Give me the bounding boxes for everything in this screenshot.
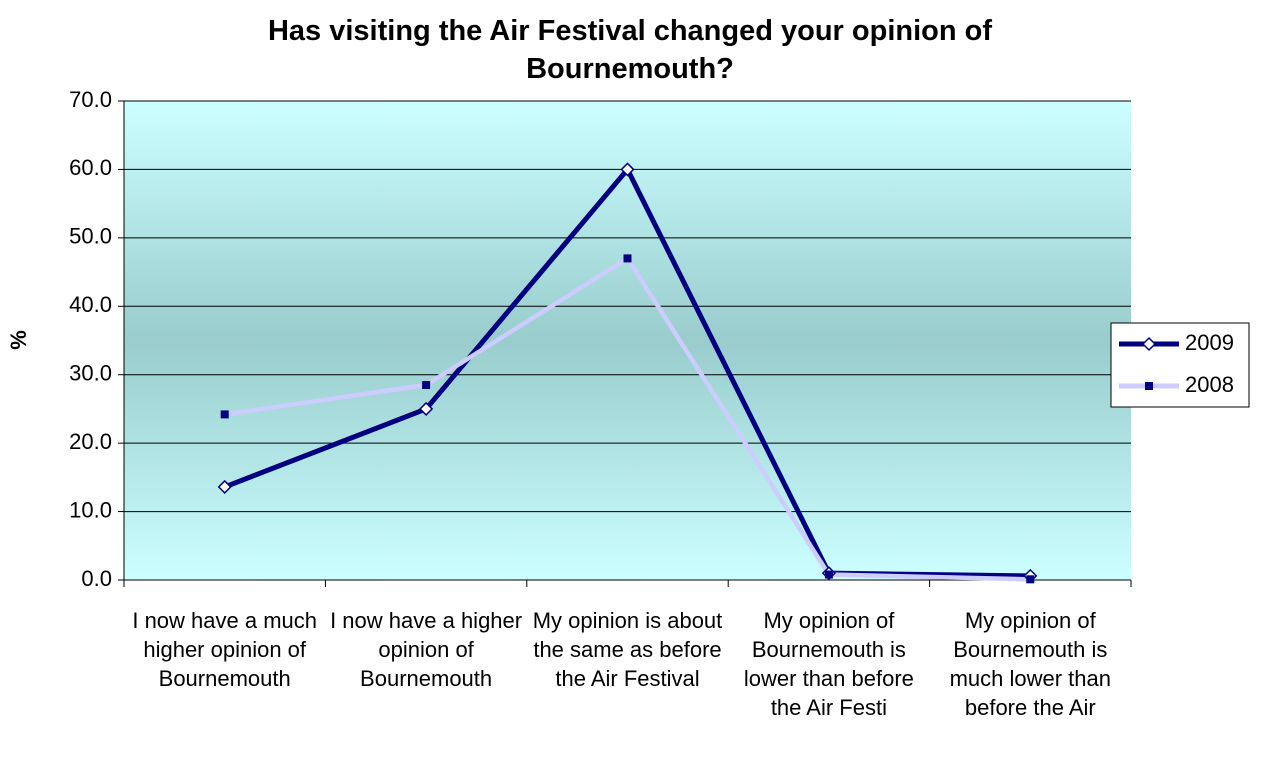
plot-area [124, 101, 1131, 580]
y-tick-label: 40.0 [69, 292, 112, 317]
point [1026, 575, 1035, 584]
point [220, 410, 229, 419]
y-tick-label: 50.0 [69, 224, 112, 249]
y-tick-label: 0.0 [81, 566, 112, 591]
x-tick-label: My opinion of Bournemouth is much lower … [949, 608, 1111, 720]
point [422, 380, 431, 389]
x-tick-label: My opinion of Bournemouth is lower than … [743, 608, 914, 720]
y-tick-label: 60.0 [69, 155, 112, 180]
y-tick-label: 30.0 [69, 361, 112, 386]
x-tick-label: I now have a higher opinion of Bournemou… [330, 608, 523, 691]
chart-title: Has visiting the Air Festival changed yo… [267, 15, 993, 85]
point [419, 401, 434, 416]
legend-label: 2009 [1185, 330, 1234, 355]
y-tick-label: 10.0 [69, 497, 112, 522]
point [217, 479, 232, 494]
y-axis-label: % [6, 330, 31, 350]
legend-marker [1145, 382, 1153, 390]
y-tick-label: 70.0 [69, 87, 112, 112]
legend-marker [1141, 336, 1157, 352]
x-tick-label: My opinion is about the same as before t… [532, 608, 723, 691]
point [824, 570, 833, 579]
point [620, 162, 635, 177]
point [623, 254, 632, 263]
legend-box [1110, 322, 1250, 408]
x-tick-label: I now have a much higher opinion of Bour… [132, 608, 318, 691]
y-tick-label: 20.0 [69, 429, 112, 454]
legend-label: 2008 [1185, 372, 1234, 397]
